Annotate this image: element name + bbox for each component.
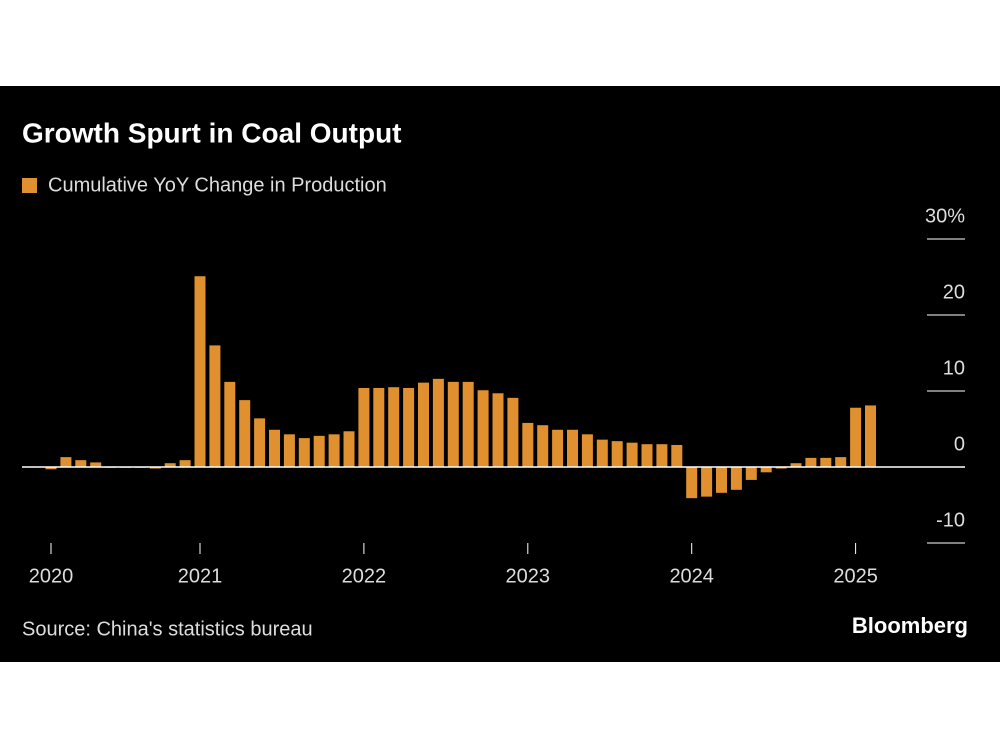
bar [507,397,519,467]
bar [611,441,623,467]
bar [745,467,757,480]
bar [373,387,385,467]
bar [805,457,817,467]
bar [269,429,280,467]
bar [686,467,698,499]
y-tick-label: 20 [943,281,965,303]
bar [254,418,266,467]
y-tick-label: 0 [954,433,965,455]
x-tick-label: 2022 [342,565,387,587]
bar [775,467,787,469]
bar [492,393,504,467]
bar [641,444,653,467]
bar [388,387,400,467]
chart-title: Growth Spurt in Coal Output [22,117,402,148]
bar [239,400,251,467]
y-tick-label: 10 [943,357,965,379]
bar [656,444,668,467]
bar [194,276,206,467]
bar [835,457,847,467]
bar [179,460,191,467]
bar [820,457,832,467]
bar [45,467,57,470]
bar [581,434,593,467]
bar [537,425,549,467]
bar [209,345,221,467]
brand: Bloomberg [852,613,968,638]
bar [567,429,578,467]
bar [149,467,161,469]
bar [760,467,772,473]
bar [790,463,802,467]
bar [432,378,444,467]
bar [418,382,429,467]
bar [626,442,638,467]
bar [328,434,340,467]
source: Source: China's statistics bureau [22,618,313,640]
bar [701,467,713,497]
bar [850,407,862,467]
bar [164,463,176,467]
bar [552,429,564,467]
bar [298,438,310,467]
bar [671,444,683,467]
bar [90,462,102,467]
bar [283,434,295,467]
bar [716,467,727,493]
bar [522,422,534,467]
bar [224,381,236,467]
y-tick-label: 30% [925,205,965,227]
y-tick-label: -10 [936,509,965,531]
legend-swatch [22,178,37,193]
bar [75,460,87,467]
bar [447,381,459,467]
bar [358,387,370,467]
x-tick-label: 2023 [506,565,551,587]
bar [596,439,608,467]
bar [477,390,489,467]
bar [462,381,474,467]
x-tick-label: 2021 [178,565,223,587]
x-tick-label: 2024 [669,565,714,587]
bar [865,405,876,467]
x-tick-label: 2025 [833,565,878,587]
bar [343,431,355,467]
panel [0,86,1000,662]
bar [313,435,325,467]
bar [730,467,742,490]
bar [60,457,72,467]
bar [403,387,415,467]
x-tick-label: 2020 [29,565,74,587]
legend-label: Cumulative YoY Change in Production [48,174,387,196]
